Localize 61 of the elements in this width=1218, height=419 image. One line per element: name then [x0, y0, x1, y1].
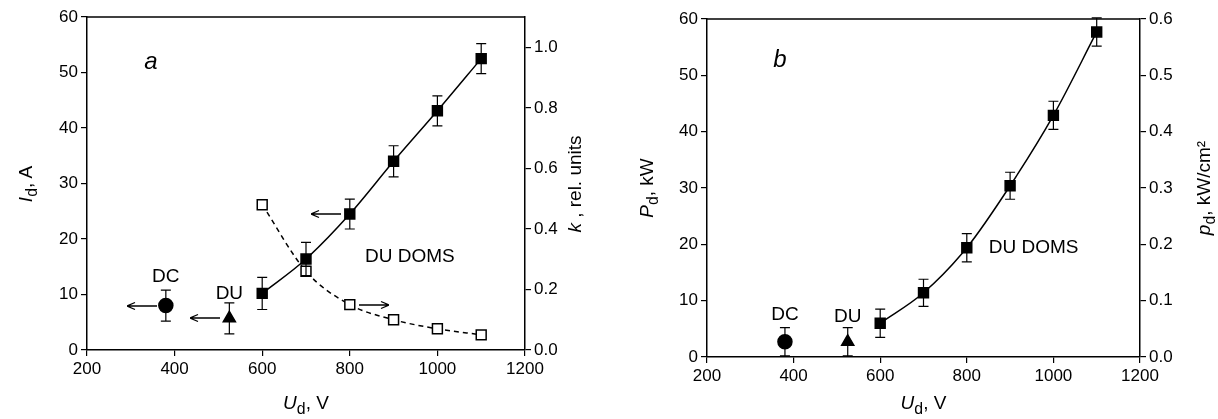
- y-tick-label: 20: [59, 228, 78, 248]
- y-tick-label: 40: [59, 117, 78, 137]
- annotation: a: [144, 46, 158, 74]
- y2-tick-label: 0.0: [1149, 346, 1173, 366]
- y2-tick-label: 0.3: [1149, 177, 1173, 197]
- point: [1091, 26, 1103, 38]
- series-label: DC: [771, 303, 799, 325]
- x-tick-label: 1000: [1034, 365, 1073, 385]
- y-tick-label: 0: [68, 339, 78, 359]
- point: [222, 310, 237, 323]
- x-axis-title: U$_{d}$, V: [283, 392, 329, 418]
- point: [961, 242, 973, 254]
- y-tick-label: 10: [679, 290, 698, 310]
- y2-tick-label: 1.0: [534, 36, 558, 56]
- y-tick-label: 30: [59, 173, 78, 193]
- x-tick-label: 400: [779, 365, 808, 385]
- y-tick-label: 20: [679, 234, 698, 254]
- y-tick-label: 10: [59, 284, 78, 304]
- x-tick-label: 1200: [506, 358, 544, 378]
- series-label: DU: [834, 305, 862, 327]
- x-tick-label: 600: [248, 358, 277, 378]
- y-tick-label: 30: [679, 177, 698, 197]
- x-tick-label: 200: [692, 365, 722, 385]
- y2-axis-title: k , rel. units: [564, 134, 586, 233]
- x-tick-label: 800: [952, 365, 981, 385]
- y2-tick-label: 0.0: [534, 339, 558, 359]
- y2-tick-label: 0.6: [1149, 8, 1173, 28]
- point: [300, 253, 312, 265]
- x-tick-label: 400: [160, 358, 189, 378]
- point: [387, 314, 400, 326]
- point: [475, 329, 487, 341]
- point: [344, 208, 356, 220]
- y-tick-label: 0: [688, 346, 698, 366]
- x-tick-label: 600: [866, 365, 895, 385]
- y-tick-label: 60: [59, 6, 78, 26]
- x-tick-label: 200: [72, 358, 102, 378]
- x-tick-label: 800: [335, 358, 364, 378]
- y2-tick-label: 0.6: [534, 158, 558, 178]
- point: [431, 323, 444, 335]
- x-tick-label: 1200: [1121, 365, 1159, 385]
- series-label: DU DOMS: [988, 235, 1079, 257]
- y2-tick-label: 0.5: [1149, 65, 1173, 85]
- y2-tick-label: 0.4: [534, 218, 558, 238]
- y-tick-label: 50: [679, 65, 698, 85]
- x-axis-title: U$_{d}$, V: [900, 392, 947, 418]
- y-tick-label: 40: [679, 121, 698, 141]
- point: [256, 198, 268, 211]
- y2-tick-label: 0.1: [1149, 290, 1173, 310]
- annotation: b: [773, 44, 787, 72]
- point: [344, 298, 356, 311]
- y2-tick-label: 0.4: [1149, 121, 1173, 141]
- y-tick-label: 60: [679, 8, 698, 28]
- y2-tick-label: 0.8: [534, 97, 558, 117]
- series-label: DC: [152, 264, 180, 286]
- y2-tick-label: 0.2: [534, 279, 558, 299]
- point: [158, 297, 174, 314]
- series-label: DU: [215, 281, 244, 303]
- x-tick-label: 1000: [418, 358, 457, 378]
- y2-tick-label: 0.2: [1149, 234, 1173, 254]
- y-tick-label: 50: [59, 62, 78, 82]
- series-label: DU DOMS: [364, 245, 455, 267]
